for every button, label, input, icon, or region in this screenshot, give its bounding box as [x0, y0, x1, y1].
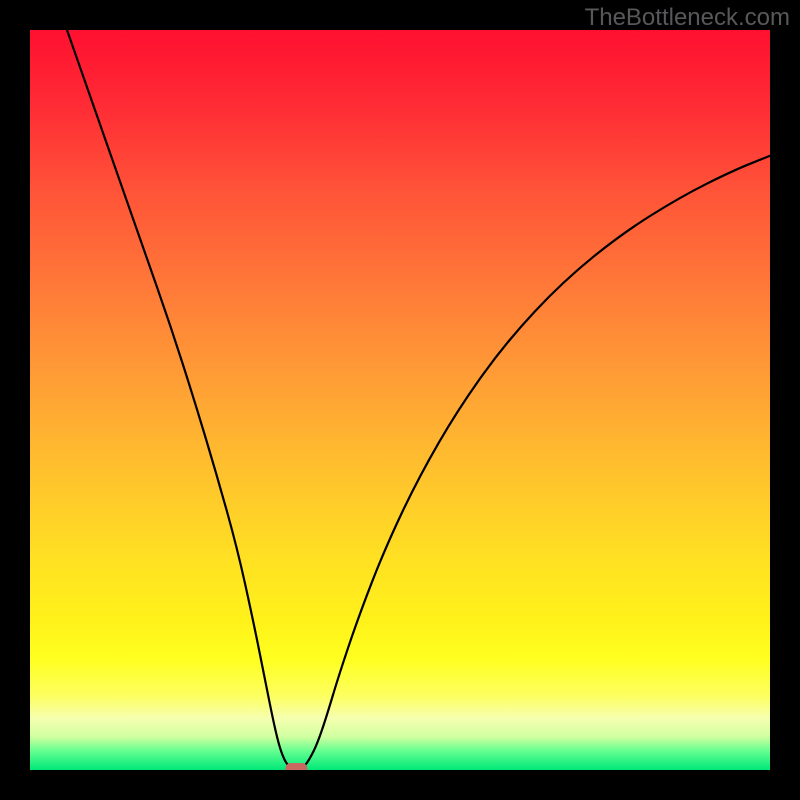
chart-canvas: TheBottleneck.com [0, 0, 800, 800]
plot-area [30, 30, 770, 770]
watermark-text: TheBottleneck.com [585, 4, 790, 32]
gradient-background [30, 30, 770, 770]
plot-svg [30, 30, 770, 770]
vertex-marker [285, 763, 307, 770]
